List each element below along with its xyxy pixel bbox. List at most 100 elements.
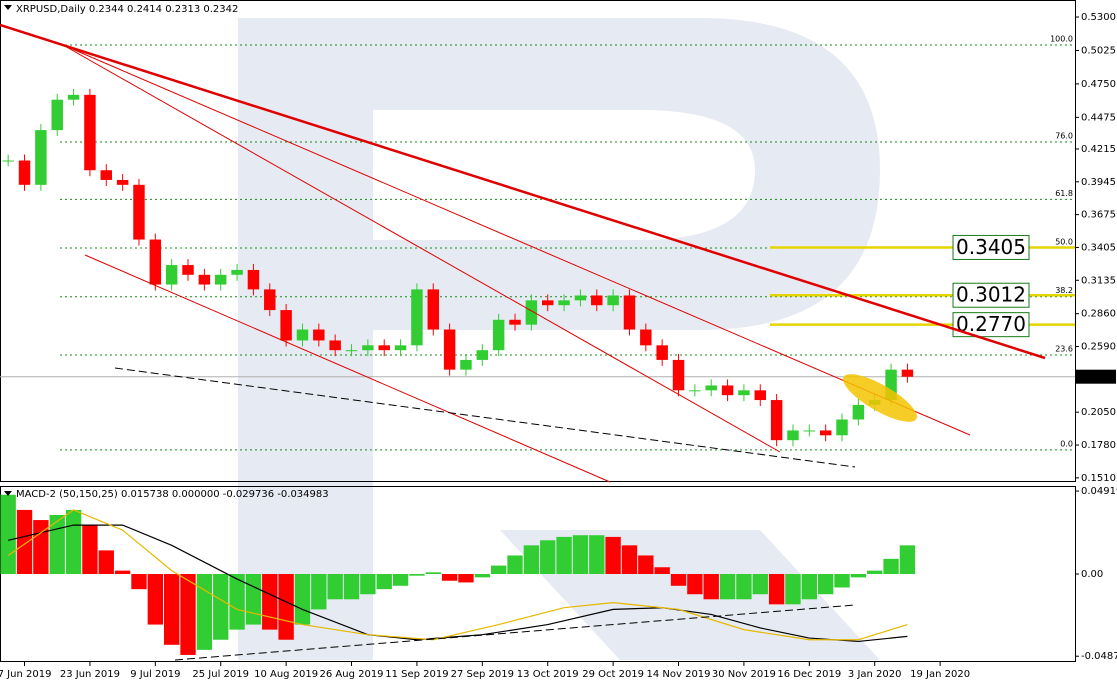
candle — [378, 345, 390, 351]
candle — [770, 400, 783, 441]
candle — [411, 289, 423, 346]
chart-title: XRPUSD,Daily 0.2344 0.2414 0.2313 0.2342 — [16, 4, 238, 15]
candle — [460, 359, 472, 370]
macd-bar — [850, 573, 867, 578]
macd-bar — [49, 514, 65, 574]
macd-bar — [245, 573, 262, 625]
fib-label: 61.8 — [1055, 189, 1073, 198]
candle — [803, 430, 816, 432]
x-tick-label: 10 Aug 2019 — [254, 669, 318, 680]
macd-bar — [817, 573, 834, 595]
macd-bar — [867, 570, 883, 574]
fib-label: 0.0 — [1060, 439, 1073, 448]
y-tick-label: 0.4215 — [1081, 144, 1116, 155]
candle — [656, 345, 668, 360]
current-price-label: 0.2342 — [1080, 372, 1115, 383]
candle — [558, 300, 570, 306]
candle — [2, 160, 14, 162]
trend-lines — [0, 23, 1046, 661]
macd-bar — [736, 573, 752, 600]
price-box-frame — [952, 282, 1030, 308]
candle — [640, 329, 652, 346]
candle — [509, 319, 521, 325]
macd-bar — [441, 573, 458, 581]
x-tick-label: 19 Jan 2020 — [910, 669, 970, 680]
macd-bar — [343, 573, 360, 600]
menu-arrow[interactable] — [4, 5, 12, 10]
candle — [198, 274, 211, 285]
candle — [247, 269, 260, 290]
fib-label: 50.0 — [1055, 238, 1073, 247]
macd-bar — [768, 573, 785, 605]
fib-label: 76.0 — [1055, 132, 1073, 141]
candle — [443, 329, 456, 370]
macd-bar — [114, 570, 131, 574]
candle — [345, 350, 358, 352]
plot-layer: 100.0 76.0 61.8 50.0 38.2 23.6 0.0 0.3405 0.3012… — [0, 34, 1075, 655]
macd-bar — [556, 536, 572, 574]
candle — [672, 359, 685, 391]
candle — [819, 430, 832, 436]
x-tick-label: 27 Sep 2019 — [451, 669, 514, 680]
y-tick-label: 0.2590 — [1081, 342, 1116, 353]
x-tick-label: 3 Jan 2020 — [848, 669, 902, 680]
candle — [116, 179, 129, 185]
macd-line — [7, 509, 908, 641]
macd-bar — [490, 565, 507, 574]
macd-bar — [801, 573, 817, 600]
candle — [394, 345, 407, 351]
macd-bar — [392, 573, 409, 586]
main-frame — [0, 0, 1076, 482]
y-tick-label: 0.5300 — [1081, 12, 1116, 23]
macd-bar — [180, 573, 196, 655]
price-box-label: 0.3405 — [956, 235, 1026, 259]
macd-bar — [670, 573, 687, 586]
macd-bar — [752, 573, 768, 595]
macd-bar — [899, 545, 916, 574]
candle — [51, 99, 63, 131]
y-tick-label: 0.2050 — [1081, 407, 1116, 418]
candle — [623, 295, 636, 330]
candle — [329, 340, 341, 351]
macd-bar — [147, 573, 163, 625]
price-box: 0.3012 — [952, 282, 1030, 308]
x-tick-label: 29 Oct 2019 — [582, 669, 644, 680]
macd-bar — [540, 540, 556, 574]
menu-arrow[interactable] — [4, 491, 12, 496]
macd-bar — [703, 573, 719, 600]
y-tick-label: 0.1510 — [1081, 473, 1116, 484]
y-tick-label: 0.4475 — [1081, 112, 1116, 123]
macd-bar — [589, 535, 605, 574]
candle — [427, 289, 439, 330]
candle — [84, 94, 96, 171]
macd-bar — [82, 525, 98, 574]
macd-bar — [507, 555, 523, 574]
macd-bar — [196, 573, 213, 650]
macd-bar — [311, 573, 327, 610]
macd-bar — [687, 573, 703, 595]
macd-bar — [327, 573, 343, 600]
x-tick-label: 16 Dec 2019 — [777, 669, 841, 680]
macd-bar — [278, 573, 294, 640]
candle — [476, 350, 489, 360]
x-tick-label: 30 Nov 2019 — [712, 669, 776, 680]
y-tick-label: -0.04877 — [1081, 651, 1117, 662]
candle — [182, 265, 194, 275]
candle — [133, 184, 145, 240]
candle — [607, 295, 619, 306]
macd-bar — [229, 573, 245, 630]
macd-bar — [883, 558, 899, 574]
macd-bar — [474, 573, 490, 578]
macd-bar — [33, 520, 49, 574]
x-tick-label: 13 Oct 2019 — [517, 669, 579, 680]
y-tick-label: 0.00 — [1081, 569, 1103, 580]
macd-bar — [785, 573, 801, 605]
macd-bar — [376, 573, 392, 590]
candle — [18, 160, 31, 185]
y-tick-label: 0.3675 — [1081, 210, 1116, 221]
macd-bar — [262, 573, 278, 630]
candle — [787, 430, 799, 441]
macd-bar — [163, 573, 180, 645]
fib-label: 100.0 — [1050, 34, 1073, 43]
